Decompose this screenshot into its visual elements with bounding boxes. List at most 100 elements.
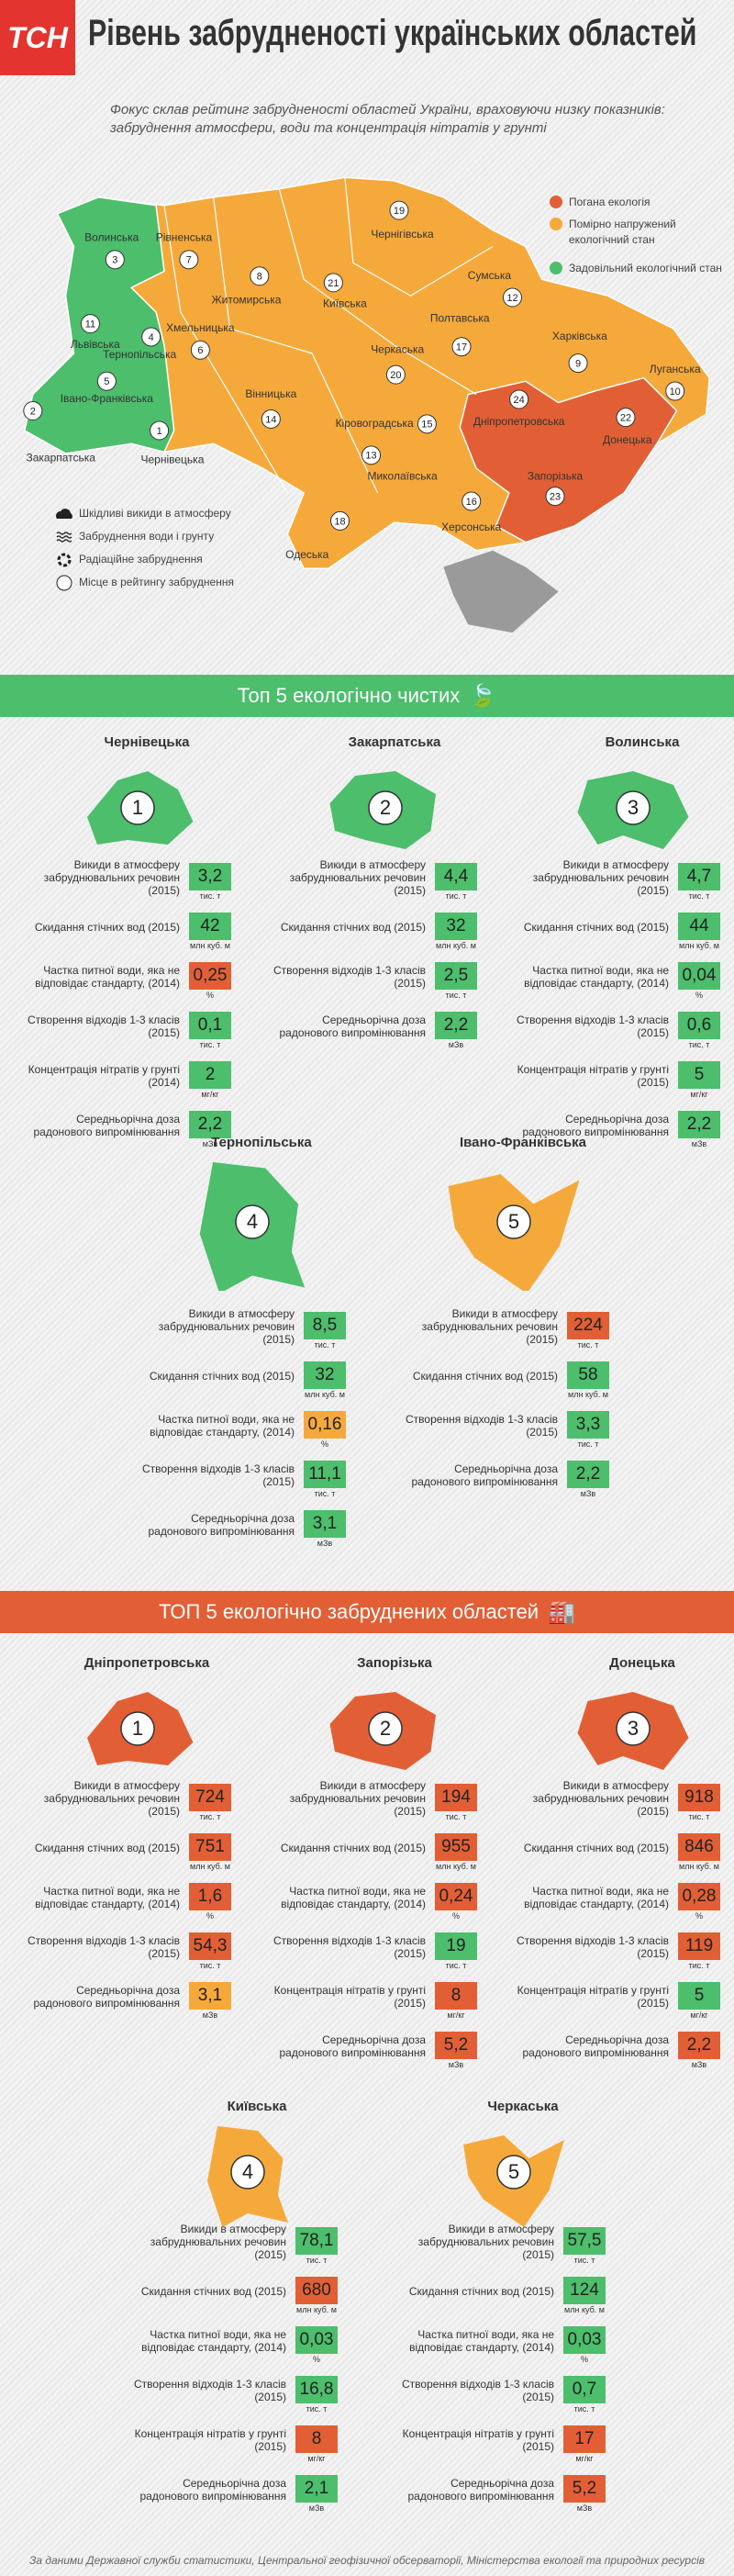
indicator-value: 224 [567,1312,609,1339]
rank-circle [235,1204,270,1239]
indicator-value: 0,6 [678,1012,720,1039]
intro-text: Фокус склав рейтинг забрудненості област… [110,102,665,137]
indicator-value: 5 [678,1061,720,1089]
indicator-unit: тис. т [314,1489,336,1498]
page-title: Рівень забрудненості українських областе… [88,13,697,53]
indicator-value: 2,2 [567,1461,609,1488]
region-label: Вінницька [245,387,296,400]
indicator-value: 3,3 [567,1411,609,1439]
rank-circle [141,327,161,347]
indicator-unit: тис. т [199,1961,221,1970]
rank-circle [616,408,636,428]
indicator-value: 32 [304,1361,346,1389]
rank-number: 2 [380,796,391,819]
indicator-unit: мг/кг [447,2010,465,2020]
indicator-value: 194 [435,1784,477,1811]
indicator-value: 32 [435,913,477,940]
indicator-label: Викиди в атмосферу забруднювальних речов… [532,1779,669,1818]
region-border [213,196,379,494]
rank-number: 12 [506,293,517,304]
indicator-label: Скидання стічних вод (2015) [280,1842,426,1855]
indicator-label: Середньорічна доза радонового випромінюв… [139,2477,287,2503]
indicator-value: 680 [295,2277,338,2304]
region-shape: 5 [448,1174,580,1291]
rank-circle [96,371,117,391]
indicator-value: 78,1 [295,2227,338,2255]
indicator-unit: млн куб. м [305,1390,345,1399]
indicator-unit: тис. т [306,2404,328,2414]
rank-circle [451,337,472,357]
rank-circle [502,287,522,308]
rank-number: 8 [257,272,262,283]
indicator-label: Середньорічна доза радонового випромінюв… [279,1014,427,1039]
rank-number: 4 [247,1210,258,1233]
region-name: Волинська [605,734,680,750]
region-label: Закарпатська [26,452,95,465]
region-label: Харківська [552,330,607,342]
rank-number: 1 [157,426,162,437]
rank-circle [80,314,100,334]
indicator-value: 846 [678,1833,720,1861]
indicator-value: 0,03 [295,2326,338,2354]
region-name: Дніпропетровська [83,1655,210,1671]
indicator-unit: % [695,1911,703,1921]
legend-swatch [550,218,562,230]
rank-number: 5 [508,2160,519,2183]
indicator-unit: тис. т [314,1340,336,1350]
indicator-label: Викиди в атмосферу забруднювальних речов… [532,858,669,897]
indicator-unit: мЗв [580,1489,596,1498]
rank-number: 13 [365,451,376,462]
region-border [278,188,477,396]
rank-number: 3 [628,1717,639,1740]
rank-circle [261,409,281,429]
indicator-unit: млн куб. м [190,1862,230,1871]
indicator-label: Частка питної води, яка не відповідає ст… [35,964,180,990]
indicator-label: Частка питної води, яка не відповідає ст… [281,1885,426,1910]
indicator-unit: % [206,991,214,1000]
indicator-value: 44 [678,913,720,940]
indicator-label: Скидання стічних вод (2015) [408,2285,554,2299]
indicator-label: Середньорічна доза радонового випромінюв… [522,2033,670,2059]
indicator-unit: тис. т [577,1340,599,1350]
indicator-label: Середньорічна доза радонового випромінюв… [148,1512,295,1538]
indicator-unit: % [580,2355,588,2364]
region-name: Черкаська [487,2099,559,2114]
indicator-value: 955 [435,1833,477,1861]
region-label: Запорізька [528,469,584,482]
region-label: Дніпропетровська [473,415,565,428]
indicator-label: Частка питної води, яка не відповідає ст… [150,1413,295,1439]
rank-number: 15 [421,420,432,431]
legend-swatch [550,196,562,208]
rank-number: 6 [197,345,203,356]
rank-number: 11 [85,319,95,330]
indicator-unit: млн куб. м [436,941,476,950]
rank-circle [230,2155,265,2190]
region-label: Одеська [285,548,329,561]
region-shape: 4 [199,1162,306,1291]
indicator-label: Скидання стічних вод (2015) [34,921,180,935]
rank-circle [190,340,210,360]
rank-number: 24 [514,395,525,406]
indicator-value: 5,2 [435,2032,477,2059]
rank-number: 18 [334,516,345,527]
indicator-label: Частка питної води, яка не відповідає ст… [409,2328,554,2354]
rank-number: 7 [186,255,192,266]
rank-number: 17 [456,342,467,353]
indicator-unit: тис. т [306,2256,328,2265]
region-label: Чернівецька [141,453,205,465]
indicator-label: Викиди в атмосферу забруднювальних речов… [421,1307,558,1346]
rank-circle [496,2155,531,2190]
indicator-value: 2,5 [435,962,477,990]
section-title: Топ 5 екологічно чистих [237,684,461,707]
indicator-unit: мЗв [448,2060,464,2069]
indicator-value: 124 [563,2277,606,2304]
indicator-label: Концентрація нітратів у грунті (2015) [517,1063,669,1089]
rank-circle [385,364,406,385]
indicator-unit: мг/кг [201,1090,219,1099]
indicator-label: Скидання стічних вод (2015) [412,1370,558,1383]
indicator-label: Концентрація нітратів у грунті (2015) [134,2427,286,2453]
logo: ТСН [0,0,75,75]
region-shape: 1 [87,1692,194,1765]
region-label: Луганська [650,363,701,375]
